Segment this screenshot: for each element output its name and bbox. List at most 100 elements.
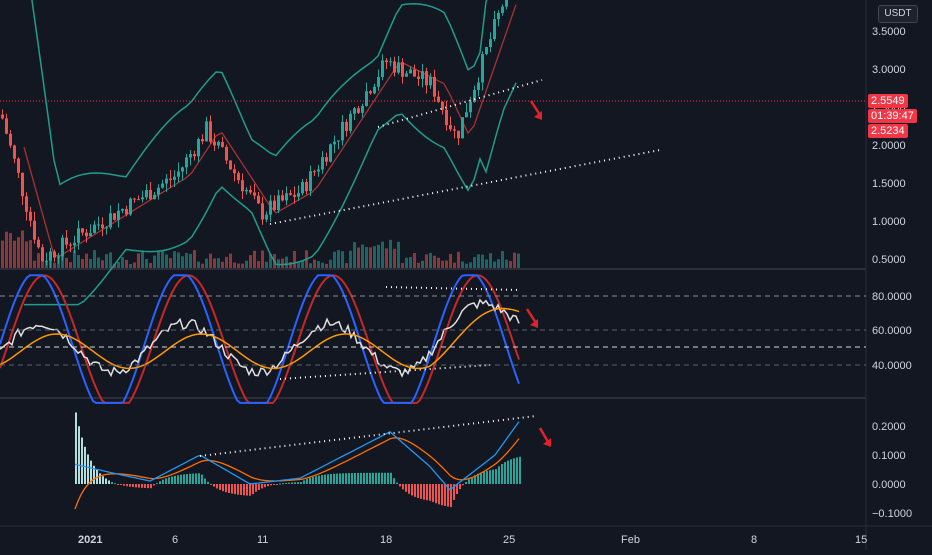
volume-bar [165,254,168,268]
macd-histogram-bar [234,484,236,495]
volume-bar [457,251,460,268]
volume-bar [393,248,396,268]
candlestick-series[interactable] [1,0,520,268]
macd-histogram-bar [222,484,224,492]
volume-bar [281,258,284,268]
macd-histogram-bar [420,484,422,499]
candle-body [449,125,452,130]
macd-histogram-bar [189,473,191,484]
stoch-k-line [0,274,520,404]
volume-bar [453,262,456,268]
macd-histogram-bar [504,462,506,484]
rsi-axis[interactable]: 80.0000 60.0000 40.0000 [872,291,912,372]
volume-bar [225,256,228,268]
macd-histogram-bar [402,484,404,490]
macd-histogram-bar [465,481,467,484]
volume-bar [73,250,76,268]
rsi-tick: 60.0000 [872,325,912,337]
macd-histogram-bar [129,484,131,487]
macd-histogram-bar [390,472,392,484]
candle-body [205,121,208,142]
macd-histogram-bar [90,460,92,484]
macd-histogram-bar [246,484,248,496]
macd-histogram-bar [177,475,179,484]
price-resistance-trendline[interactable] [377,79,543,128]
candle-body [409,69,412,74]
candle-body [5,118,8,134]
macd-axis[interactable]: 0.2000 0.1000 0.0000 −0.1000 [872,421,912,520]
candle-body [329,144,332,162]
volume-bar [353,242,356,268]
volume-bar [233,262,236,268]
volume-bar [373,246,376,268]
candle-body [425,71,428,86]
candle-body [493,19,496,40]
candle-body [69,244,72,246]
macd-histogram-bar [474,475,476,484]
macd-histogram-bar [213,484,215,487]
candle-body [321,157,324,170]
rsi-bottom-trendline[interactable] [279,364,491,380]
volume-bar [269,254,272,268]
candle-body [285,193,288,201]
macd-histogram-bar [198,473,200,484]
candle-body [213,141,216,146]
lower-price-badge: 2.5234 [868,124,908,138]
macd-histogram-bar [279,483,281,485]
macd-histogram-bar [363,472,365,484]
time-axis[interactable]: 2021 6 11 18 25 Feb 8 15 [78,534,867,546]
macd-histogram-bar [186,474,188,484]
macd-histogram-bar [165,478,167,484]
down-arrow-icon[interactable] [525,308,538,328]
volume-bar [397,241,400,268]
volume-bar [297,262,300,268]
volume-bar [409,257,412,268]
candle-body [33,220,36,240]
candle-body [217,142,220,146]
candle-body [93,224,96,233]
macd-histogram-bar [252,484,254,495]
candle-body [501,6,504,13]
macd-histogram-bar [285,482,287,484]
down-arrow-icon[interactable] [538,427,551,447]
volume-bar [253,250,256,268]
candle-body [369,91,372,94]
time-label: 11 [257,534,268,546]
candle-body [89,232,92,237]
price-support-trendline[interactable] [269,149,661,225]
candle-body [361,105,364,113]
volume-bar [385,248,388,268]
macd-histogram-bar [291,482,293,484]
macd-histogram-bar [447,484,449,507]
macd-histogram-bar [318,475,320,484]
time-label: Feb [621,534,640,546]
candle-body [181,167,184,172]
macd-histogram-bar [171,476,173,484]
volume-bar [381,241,384,268]
candle-body [185,157,188,168]
macd-histogram-bar [153,484,155,486]
time-label: 18 [380,534,392,546]
down-arrow-icon[interactable] [529,100,542,120]
macd-histogram-bar [111,481,113,484]
macd-histogram-bar [99,473,101,484]
macd-histogram-bar [297,482,299,484]
volume-bar [241,263,244,268]
macd-histogram-bar [243,484,245,496]
candle-body [1,114,4,119]
volume-bar [25,241,28,268]
volume-bar [321,262,324,268]
candle-body [209,121,212,142]
macd-histogram-bar [366,472,368,484]
macd-histogram-bar [93,465,95,484]
volume-bar [109,252,112,268]
volume-bar [117,261,120,268]
volume-bar [365,247,368,268]
volume-bar [257,261,260,268]
candle-body [121,208,124,211]
macd-histogram-bar [120,484,122,486]
currency-button[interactable]: USDT [878,5,918,23]
macd-histogram-bar [240,484,242,496]
